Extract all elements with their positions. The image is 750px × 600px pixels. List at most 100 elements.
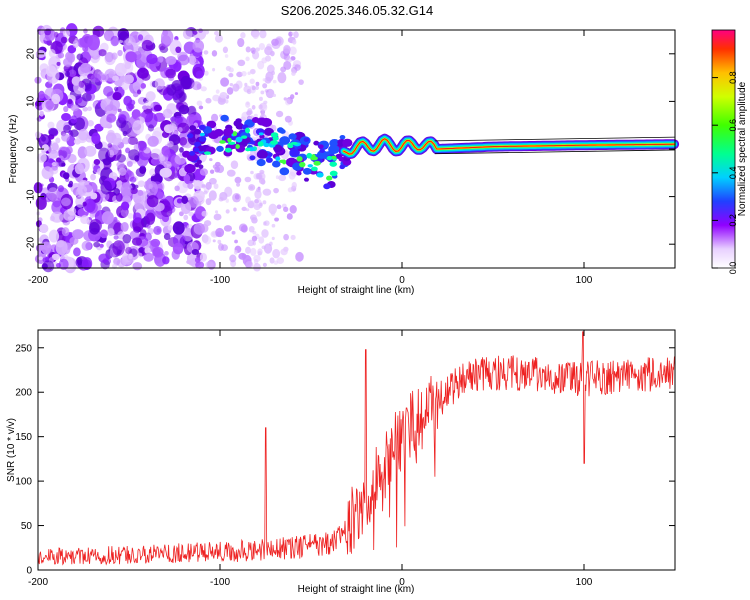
spectrogram-ridge-core bbox=[326, 175, 333, 181]
spectrogram-noise-blob bbox=[61, 227, 70, 237]
spectrogram-noise-blob bbox=[144, 246, 151, 255]
spectrogram-noise-blob bbox=[188, 196, 199, 208]
spectrogram-noise-blob bbox=[116, 161, 125, 169]
spectrogram-noise-blob bbox=[48, 229, 60, 243]
spectrogram-noise-blob bbox=[269, 257, 275, 264]
spectrogram-noise-blob bbox=[204, 70, 209, 76]
spectrogram-noise-blob bbox=[55, 240, 68, 255]
spectrogram-noise-blob bbox=[283, 233, 289, 241]
spectrogram-noise-blob bbox=[264, 46, 273, 56]
spectrogram-ridge-core bbox=[307, 164, 313, 168]
spectrogram-noise-blob bbox=[48, 158, 54, 164]
spectrogram-noise-blob bbox=[292, 39, 297, 45]
spectrogram-noise-blob bbox=[245, 246, 252, 254]
spectrogram-noise-blob bbox=[69, 129, 79, 137]
spectrogram-noise-blob bbox=[62, 172, 70, 180]
spectrogram-noise-blob bbox=[69, 236, 79, 245]
spectrogram-noise-blob bbox=[36, 116, 42, 122]
spectrogram-ridge-blob bbox=[235, 122, 244, 130]
spectrogram-ridge-blob bbox=[235, 118, 242, 124]
spectrogram-noise-blob bbox=[174, 115, 183, 124]
spectrogram-noise-blob bbox=[241, 254, 246, 259]
spectrogram-noise-blob bbox=[218, 197, 224, 202]
spectrogram-ridge-blob bbox=[323, 183, 331, 190]
spectrogram-noise-blob bbox=[80, 62, 92, 74]
spectrogram-noise-blob bbox=[123, 255, 135, 265]
snr-x-tick-label: -200 bbox=[28, 577, 48, 588]
spectrogram-noise-blob bbox=[289, 205, 297, 214]
spectrogram-noise-blob bbox=[249, 110, 253, 115]
colorbar: 0.0 0.2 0.4 0.6 0.8 Normalized spectral ampl… bbox=[711, 29, 748, 274]
snr-x-ticks: -200 -100 0 100 bbox=[28, 330, 593, 588]
spectrogram-noise-blob bbox=[291, 181, 297, 189]
spectrogram-noise-blob bbox=[260, 111, 265, 117]
spectrogram-noise-blob bbox=[289, 94, 295, 100]
spectrogram-noise-blob bbox=[78, 80, 85, 88]
spectrogram-noise-blob bbox=[262, 200, 267, 205]
spectrogram-x-tick-label: 100 bbox=[576, 275, 593, 286]
spectrogram-noise-blob bbox=[50, 211, 64, 223]
spectrogram-noise-blob bbox=[250, 214, 257, 221]
spectrogram-noise-blob bbox=[277, 72, 287, 84]
spectrogram-ridge-blob bbox=[302, 167, 312, 175]
spectrogram-noise-blob bbox=[38, 256, 43, 261]
spectrogram-ridge-core bbox=[219, 140, 226, 144]
spectrogram-ridge-blob bbox=[251, 117, 260, 123]
spectrogram-band-edge bbox=[434, 136, 676, 142]
spectrogram-noise-blob bbox=[82, 106, 88, 112]
spectrogram-noise-blob bbox=[215, 89, 220, 94]
spectrogram-ridge-core bbox=[227, 137, 232, 143]
spectrogram-noise-blob bbox=[237, 37, 245, 48]
spectrogram-noise-blob bbox=[238, 223, 248, 232]
spectrogram-noise-blob bbox=[205, 198, 212, 206]
spectrogram-noise-blob bbox=[125, 37, 133, 46]
spectrogram-noise-blob bbox=[57, 52, 65, 59]
spectrogram-noise-blob bbox=[259, 169, 265, 175]
spectrogram-noise-blob bbox=[92, 25, 105, 38]
spectrogram-noise-blob bbox=[98, 147, 110, 162]
spectrogram-noise-blob bbox=[87, 106, 92, 112]
spectrogram-noise-blob bbox=[125, 246, 133, 255]
spectrogram-noise-blob bbox=[271, 236, 275, 241]
spectrogram-noise-blob bbox=[176, 198, 183, 204]
spectrogram-ridge-core bbox=[311, 166, 318, 172]
spectrogram-noise-blob bbox=[73, 138, 81, 145]
spectrogram-noise-blob bbox=[117, 108, 122, 113]
spectrogram-noise-blob bbox=[103, 85, 114, 97]
spectrogram-ridge-blob bbox=[193, 147, 200, 153]
spectrogram-noise-blob bbox=[258, 96, 263, 101]
spectrogram-noise-blob bbox=[162, 256, 170, 265]
colorbar-label: Normalized spectral amplitude bbox=[737, 81, 748, 216]
spectrogram-noise-blob bbox=[231, 230, 236, 235]
spectrogram-ridge-blob bbox=[182, 150, 191, 158]
spectrogram-noise-blob bbox=[62, 57, 73, 67]
spectrogram-noise-blob bbox=[35, 196, 47, 210]
spectrogram-noise-blob bbox=[81, 240, 92, 251]
spectrogram-ridge-blob bbox=[313, 140, 320, 146]
snr-ylabel: SNR (10 * v/v) bbox=[6, 418, 17, 482]
spectrogram-noise-blob bbox=[107, 143, 113, 148]
spectrogram-noise-blob bbox=[234, 239, 238, 244]
spectrogram-noise-blob bbox=[241, 70, 247, 77]
spectrogram-noise-blob bbox=[203, 29, 210, 35]
spectrogram-noise-blob bbox=[228, 73, 234, 78]
spectrogram-ridge-blob bbox=[265, 157, 273, 163]
spectrogram-noise-blob bbox=[123, 74, 134, 85]
spectrogram-noise-blob bbox=[132, 262, 143, 271]
spectrogram-noise-blob bbox=[137, 34, 144, 41]
spectrogram-noise-blob bbox=[115, 192, 123, 202]
spectrogram-noise-blob bbox=[141, 39, 154, 52]
spectrogram-ridge-core bbox=[287, 144, 294, 149]
spectrogram-noise-blob bbox=[131, 237, 143, 246]
spectrogram-noise-blob bbox=[51, 200, 63, 214]
spectrogram-ridge-core bbox=[235, 136, 243, 143]
spectrogram-xlabel: Height of straight line (km) bbox=[298, 285, 415, 296]
spectrogram-noise-blob bbox=[145, 180, 158, 197]
spectrogram-noise-blob bbox=[203, 190, 208, 195]
spectrogram-noise-blob bbox=[276, 204, 282, 210]
spectrogram-noise-blob bbox=[47, 187, 59, 202]
colorbar-gradient bbox=[711, 29, 736, 269]
spectrogram-noise-blob bbox=[87, 120, 94, 127]
spectrogram-noise-blob bbox=[250, 69, 255, 74]
spectrogram-ridge-blob bbox=[328, 144, 340, 154]
